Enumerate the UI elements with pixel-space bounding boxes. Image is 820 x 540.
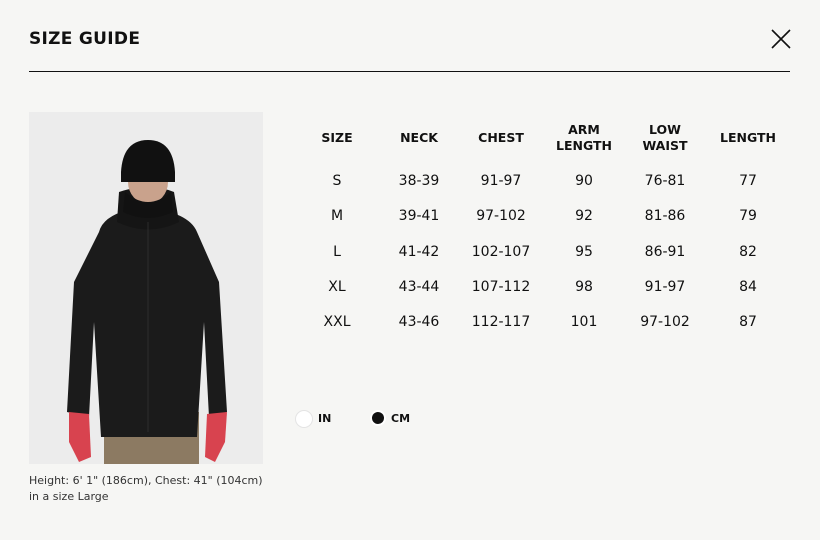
table-cell: 92 xyxy=(575,208,593,224)
column-header-line: LOW xyxy=(649,122,681,137)
table-cell: 107-112 xyxy=(471,279,531,295)
unit-radio-in[interactable] xyxy=(295,410,313,428)
column-header: ARM LENGTH xyxy=(556,122,612,154)
table-cell: 90 xyxy=(575,173,593,189)
table-cell: 91-97 xyxy=(644,279,686,295)
column-header: LENGTH xyxy=(720,130,776,146)
unit-radio-cm[interactable] xyxy=(370,410,386,426)
table-cell: 39-41 xyxy=(398,208,440,224)
column-header-line: LENGTH xyxy=(720,130,776,145)
column-header: NECK xyxy=(400,130,438,146)
page-title: SIZE GUIDE xyxy=(29,29,141,49)
unit-label-in: IN xyxy=(318,412,332,425)
table-cell: 82 xyxy=(739,244,757,260)
table-cell: 95 xyxy=(575,244,593,260)
caption-line: Height: 6' 1" (186cm), Chest: 41" (104cm… xyxy=(29,474,263,487)
unit-label-cm: CM xyxy=(391,412,411,425)
column-header: CHEST xyxy=(478,130,524,146)
table-cell: 98 xyxy=(575,279,593,295)
column-header-line: NECK xyxy=(400,130,438,145)
table-cell: 79 xyxy=(739,208,757,224)
table-cell: 77 xyxy=(739,173,757,189)
column-header-line: SIZE xyxy=(321,130,353,145)
table-cell: M xyxy=(330,208,344,224)
table-cell: 38-39 xyxy=(398,173,440,189)
caption-line: in a size Large xyxy=(29,490,109,503)
table-cell: L xyxy=(333,244,341,260)
table-cell: 97-102 xyxy=(476,208,526,224)
table-cell: 84 xyxy=(739,279,757,295)
table-cell: 41-42 xyxy=(398,244,440,260)
table-cell: XL xyxy=(328,279,346,295)
column-header-line: ARM xyxy=(568,122,600,137)
column-header-line: WAIST xyxy=(642,138,688,153)
table-cell: 43-44 xyxy=(398,279,440,295)
table-cell: 87 xyxy=(739,314,757,330)
table-cell: 81-86 xyxy=(644,208,686,224)
close-icon[interactable] xyxy=(770,28,792,50)
table-cell: 76-81 xyxy=(644,173,686,189)
table-cell: 86-91 xyxy=(644,244,686,260)
table-cell: S xyxy=(332,173,342,189)
model-caption: Height: 6' 1" (186cm), Chest: 41" (104cm… xyxy=(29,473,289,505)
model-photo xyxy=(29,112,263,464)
table-cell: XXL xyxy=(323,314,351,330)
divider xyxy=(29,71,790,72)
column-header-line: LENGTH xyxy=(556,138,612,153)
column-header: SIZE xyxy=(321,130,352,146)
table-cell: 91-97 xyxy=(480,173,522,189)
table-cell: 112-117 xyxy=(471,314,531,330)
table-cell: 43-46 xyxy=(398,314,440,330)
table-cell: 101 xyxy=(570,314,598,330)
column-header: LOW WAIST xyxy=(642,122,687,154)
column-header-line: CHEST xyxy=(478,130,524,145)
table-cell: 97-102 xyxy=(640,314,690,330)
table-cell: 102-107 xyxy=(471,244,531,260)
